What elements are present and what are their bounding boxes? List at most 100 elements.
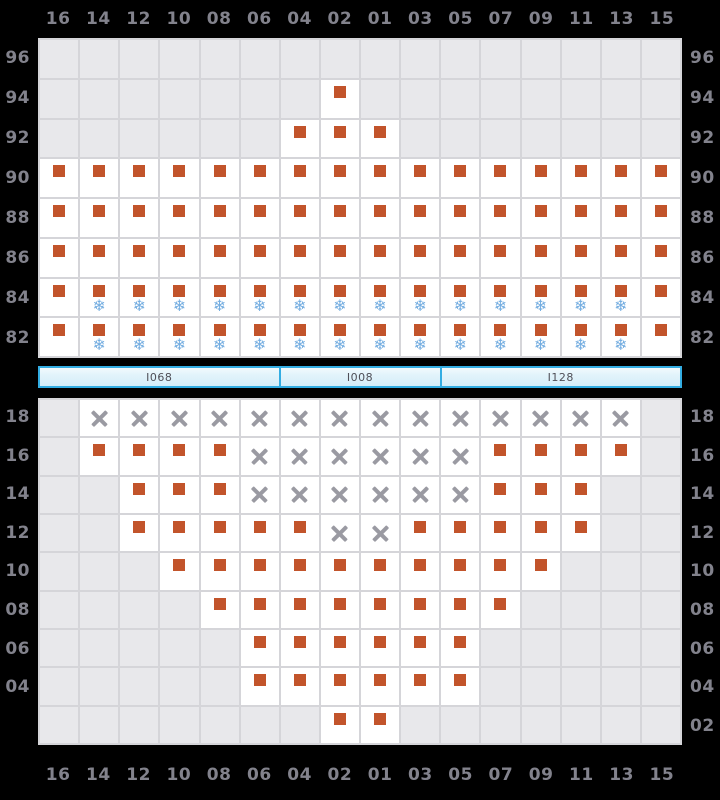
tooth-cell-96-10[interactable] — [160, 40, 199, 78]
tooth-cell-08-16[interactable] — [40, 591, 79, 628]
tooth-cell-04-06[interactable] — [240, 668, 279, 705]
tooth-cell-02-04[interactable] — [280, 706, 319, 743]
tooth-cell-06-13[interactable] — [601, 629, 640, 667]
tooth-cell-02-14[interactable] — [80, 706, 119, 743]
tooth-cell-18-01[interactable] — [361, 400, 400, 437]
tooth-cell-92-09[interactable] — [521, 119, 560, 158]
tooth-cell-82-09[interactable]: ❄ — [521, 318, 560, 356]
tooth-cell-16-08[interactable] — [200, 438, 239, 475]
tooth-cell-02-02[interactable] — [320, 706, 359, 743]
tooth-cell-84-06[interactable]: ❄ — [240, 278, 279, 317]
tooth-cell-04-12[interactable] — [120, 668, 159, 705]
tooth-cell-92-02[interactable] — [320, 119, 359, 158]
tooth-cell-14-15[interactable] — [641, 476, 680, 513]
tooth-cell-82-11[interactable]: ❄ — [561, 318, 600, 356]
tooth-cell-10-15[interactable] — [641, 553, 680, 590]
procedure-span[interactable]: I008 — [278, 368, 440, 386]
tooth-cell-96-04[interactable] — [280, 40, 319, 78]
tooth-cell-92-16[interactable] — [40, 119, 79, 158]
tooth-cell-96-13[interactable] — [601, 40, 640, 78]
tooth-cell-94-06[interactable] — [240, 79, 279, 118]
tooth-cell-86-11[interactable] — [561, 238, 600, 277]
tooth-cell-90-10[interactable] — [160, 159, 199, 197]
tooth-cell-88-12[interactable] — [120, 199, 159, 237]
tooth-cell-90-07[interactable] — [481, 159, 520, 197]
tooth-cell-94-01[interactable] — [361, 79, 400, 118]
tooth-cell-08-10[interactable] — [160, 591, 199, 628]
tooth-cell-82-03[interactable]: ❄ — [401, 318, 440, 356]
tooth-cell-88-03[interactable] — [401, 199, 440, 237]
tooth-cell-96-11[interactable] — [561, 40, 600, 78]
tooth-cell-86-10[interactable] — [160, 238, 199, 277]
tooth-cell-04-10[interactable] — [160, 668, 199, 705]
tooth-cell-04-11[interactable] — [561, 668, 600, 705]
tooth-cell-92-15[interactable] — [641, 119, 680, 158]
tooth-cell-92-04[interactable] — [280, 119, 319, 158]
tooth-cell-06-06[interactable] — [240, 629, 279, 667]
tooth-cell-12-03[interactable] — [401, 514, 440, 552]
tooth-cell-08-12[interactable] — [120, 591, 159, 628]
tooth-cell-94-04[interactable] — [280, 79, 319, 118]
tooth-cell-84-01[interactable]: ❄ — [361, 278, 400, 317]
tooth-cell-90-16[interactable] — [40, 159, 79, 197]
tooth-cell-86-05[interactable] — [441, 238, 480, 277]
tooth-cell-18-02[interactable] — [320, 400, 359, 437]
tooth-cell-16-05[interactable] — [441, 438, 480, 475]
tooth-cell-90-13[interactable] — [601, 159, 640, 197]
tooth-cell-18-12[interactable] — [120, 400, 159, 437]
tooth-cell-06-11[interactable] — [561, 629, 600, 667]
tooth-cell-90-04[interactable] — [280, 159, 319, 197]
tooth-cell-14-04[interactable] — [280, 476, 319, 513]
tooth-cell-96-14[interactable] — [80, 40, 119, 78]
tooth-cell-84-02[interactable]: ❄ — [320, 278, 359, 317]
tooth-cell-94-16[interactable] — [40, 79, 79, 118]
tooth-cell-88-01[interactable] — [361, 199, 400, 237]
tooth-cell-94-05[interactable] — [441, 79, 480, 118]
tooth-cell-04-16[interactable] — [40, 668, 79, 705]
tooth-cell-84-05[interactable]: ❄ — [441, 278, 480, 317]
tooth-cell-96-16[interactable] — [40, 40, 79, 78]
tooth-cell-84-16[interactable] — [40, 278, 79, 317]
tooth-cell-88-10[interactable] — [160, 199, 199, 237]
tooth-cell-02-01[interactable] — [361, 706, 400, 743]
tooth-cell-82-13[interactable]: ❄ — [601, 318, 640, 356]
tooth-cell-06-05[interactable] — [441, 629, 480, 667]
procedure-span[interactable]: I128 — [439, 368, 681, 386]
tooth-cell-90-08[interactable] — [200, 159, 239, 197]
tooth-cell-84-08[interactable]: ❄ — [200, 278, 239, 317]
tooth-cell-92-07[interactable] — [481, 119, 520, 158]
tooth-cell-96-12[interactable] — [120, 40, 159, 78]
tooth-cell-88-14[interactable] — [80, 199, 119, 237]
tooth-cell-18-16[interactable] — [40, 400, 79, 437]
tooth-cell-96-05[interactable] — [441, 40, 480, 78]
tooth-cell-02-15[interactable] — [641, 706, 680, 743]
tooth-cell-18-06[interactable] — [240, 400, 279, 437]
tooth-cell-10-12[interactable] — [120, 553, 159, 590]
tooth-cell-18-03[interactable] — [401, 400, 440, 437]
tooth-cell-82-08[interactable]: ❄ — [200, 318, 239, 356]
tooth-cell-12-08[interactable] — [200, 514, 239, 552]
tooth-cell-02-11[interactable] — [561, 706, 600, 743]
tooth-cell-88-11[interactable] — [561, 199, 600, 237]
tooth-cell-12-06[interactable] — [240, 514, 279, 552]
tooth-cell-86-13[interactable] — [601, 238, 640, 277]
tooth-cell-02-06[interactable] — [240, 706, 279, 743]
tooth-cell-06-01[interactable] — [361, 629, 400, 667]
tooth-cell-96-02[interactable] — [320, 40, 359, 78]
tooth-cell-94-08[interactable] — [200, 79, 239, 118]
tooth-cell-06-16[interactable] — [40, 629, 79, 667]
tooth-cell-92-06[interactable] — [240, 119, 279, 158]
tooth-cell-02-16[interactable] — [40, 706, 79, 743]
tooth-cell-84-13[interactable]: ❄ — [601, 278, 640, 317]
tooth-cell-16-12[interactable] — [120, 438, 159, 475]
tooth-cell-88-08[interactable] — [200, 199, 239, 237]
tooth-cell-18-14[interactable] — [80, 400, 119, 437]
tooth-cell-08-02[interactable] — [320, 591, 359, 628]
tooth-cell-10-02[interactable] — [320, 553, 359, 590]
tooth-cell-88-16[interactable] — [40, 199, 79, 237]
tooth-cell-12-05[interactable] — [441, 514, 480, 552]
tooth-cell-12-07[interactable] — [481, 514, 520, 552]
tooth-cell-02-09[interactable] — [521, 706, 560, 743]
tooth-cell-92-10[interactable] — [160, 119, 199, 158]
tooth-cell-08-09[interactable] — [521, 591, 560, 628]
